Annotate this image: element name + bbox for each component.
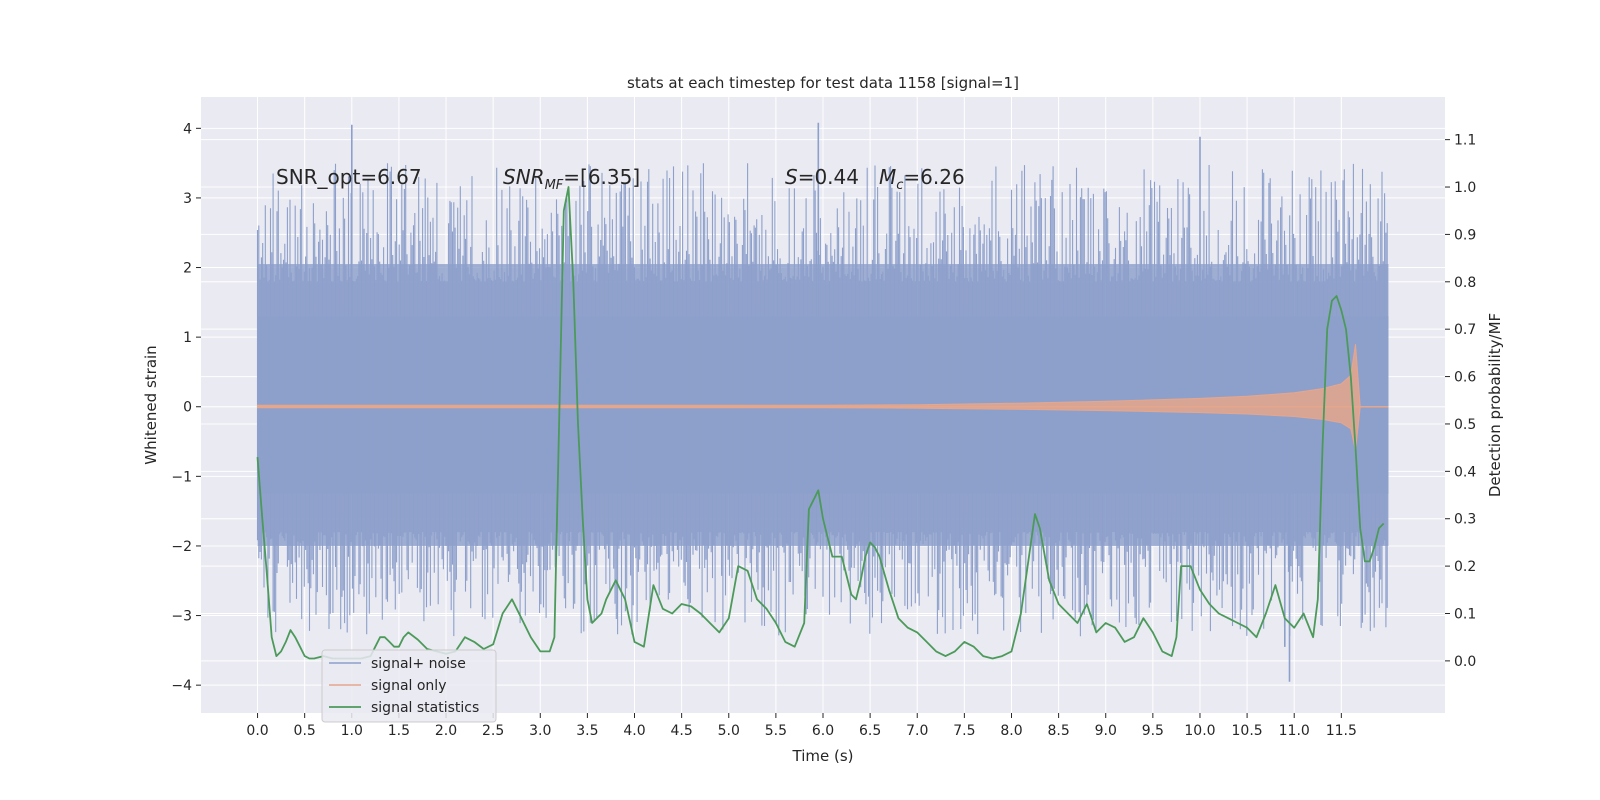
annotation-snr-opt: SNR_opt=6.67 — [276, 165, 422, 189]
x-tick-label: 2.5 — [482, 723, 504, 739]
y-right-tick-label: 0.5 — [1454, 417, 1476, 433]
y-tick-label: 4 — [183, 121, 192, 137]
x-tick-label: 4.5 — [671, 723, 693, 739]
y-tick-label: 1 — [183, 330, 192, 346]
x-tick-label: 2.0 — [435, 723, 457, 739]
x-tick-label: 1.0 — [341, 723, 363, 739]
y-right-tick-label: 0.9 — [1454, 227, 1476, 243]
axes-layer: 0.0 0.5 1.0 1.5 2.0 2.5 3.0 3.5 4.0 4.5 5.0 5.5 6.0 6… — [171, 121, 1476, 739]
annotation-mc: Mc=6.26 — [879, 165, 965, 193]
y-tick-label: 3 — [183, 191, 192, 207]
annotation-s-symbol: S — [785, 165, 798, 189]
y-axis-label-right: Detection probability/MF — [1486, 313, 1504, 497]
x-tick-label: 7.0 — [906, 723, 928, 739]
legend-label-signal-only: signal only — [371, 678, 446, 694]
y-right-tick-label: 0.2 — [1454, 559, 1476, 575]
y-right-tick-label: 1.1 — [1454, 133, 1476, 149]
legend-label-signal-statistics: signal statistics — [371, 700, 479, 716]
x-tick-label: 11.0 — [1279, 723, 1310, 739]
x-tick-label: 6.5 — [859, 723, 881, 739]
legend-label-signal-noise: signal+ noise — [371, 656, 466, 672]
x-tick-label: 0.0 — [246, 723, 268, 739]
x-tick-label: 9.0 — [1095, 723, 1117, 739]
signal-only-envelope — [257, 344, 1361, 451]
y-right-tick-label: 0.3 — [1454, 512, 1476, 528]
y-right-tick-label: 0.0 — [1454, 654, 1476, 670]
x-tick-label: 1.5 — [388, 723, 410, 739]
legend-box — [321, 649, 497, 723]
x-tick-label: 10.5 — [1232, 723, 1263, 739]
y-tick-label: −3 — [171, 609, 192, 625]
y-tick-label: −1 — [171, 469, 192, 485]
x-axis-label: Time (s) — [792, 747, 854, 765]
chart-title: stats at each timestep for test data 115… — [627, 74, 1019, 92]
x-tick-label: 8.5 — [1047, 723, 1069, 739]
annotation-s: S=0.44 — [785, 165, 859, 189]
annotation-snr-mf-main: SNR — [503, 165, 545, 189]
y-right-tick-label: 1.0 — [1454, 180, 1476, 196]
annotations: SNR_opt=6.67 SNRMF=[6.35] S=0.44 Mc=6.26 — [276, 165, 965, 193]
y-right-tick-label: 0.8 — [1454, 275, 1476, 291]
x-tick-label: 3.5 — [576, 723, 598, 739]
y-right-tick-label: 0.6 — [1454, 370, 1476, 386]
x-tick-label: 3.0 — [529, 723, 551, 739]
signal-noise-peaks — [351, 122, 1291, 682]
annotation-s-value: =0.44 — [798, 165, 859, 189]
x-tick-label: 0.5 — [294, 723, 316, 739]
y-right-tick-label: 0.4 — [1454, 464, 1476, 480]
x-tick-label: 6.0 — [812, 723, 834, 739]
y-right-tick-label: 0.7 — [1454, 322, 1476, 338]
x-tick-label: 9.5 — [1142, 723, 1164, 739]
x-tick-label: 11.5 — [1326, 723, 1357, 739]
annotation-snr-mf: SNRMF=[6.35] — [503, 165, 640, 193]
x-tick-label: 4.0 — [623, 723, 645, 739]
y-tick-label: 0 — [183, 400, 192, 416]
annotation-mc-sub: c — [896, 178, 903, 193]
x-tick-label: 10.0 — [1184, 723, 1215, 739]
y-tick-label: 2 — [183, 261, 192, 277]
annotation-snr-mf-value: =[6.35] — [563, 165, 640, 189]
x-tick-label: 5.0 — [718, 723, 740, 739]
x-tick-label: 5.5 — [765, 723, 787, 739]
y-axis-label: Whitened strain — [142, 345, 160, 464]
y-tick-label: −2 — [171, 539, 192, 555]
signal-statistics-line — [256, 186, 1385, 660]
y-tick-label: −4 — [171, 678, 192, 694]
y-right-tick-label: 0.1 — [1454, 606, 1476, 622]
x-tick-label: 7.5 — [953, 723, 975, 739]
annotation-mc-symbol: M — [879, 165, 896, 189]
annotation-snr-mf-sub: MF — [545, 178, 564, 193]
annotation-mc-value: =6.26 — [903, 165, 964, 189]
series-layer — [256, 122, 1389, 682]
x-tick-label: 8.0 — [1000, 723, 1022, 739]
legend: signal+ noise signal only signal statist… — [321, 649, 497, 723]
